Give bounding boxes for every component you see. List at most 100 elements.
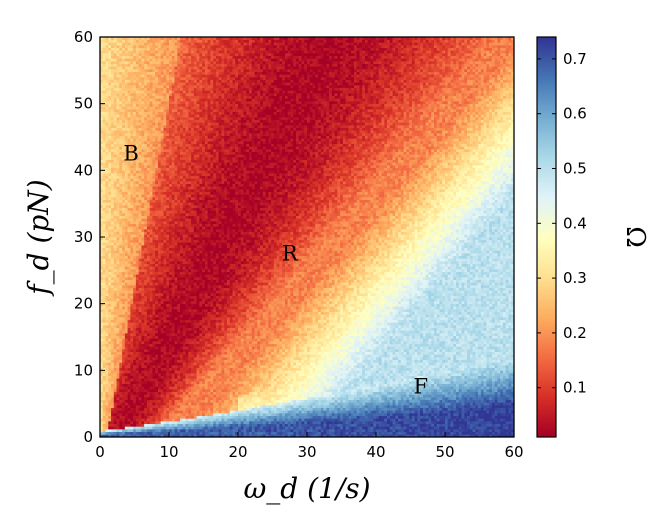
heatmap-cell bbox=[138, 319, 142, 323]
heatmap-cell bbox=[155, 434, 159, 438]
heatmap-cell bbox=[108, 234, 112, 238]
heatmap-cell bbox=[169, 343, 173, 347]
heatmap-cell bbox=[113, 215, 117, 219]
heatmap-cell bbox=[133, 346, 137, 350]
heatmap-cell bbox=[135, 181, 139, 185]
heatmap-cell bbox=[122, 213, 126, 217]
heatmap-cell bbox=[188, 386, 192, 390]
heatmap-cell bbox=[135, 341, 139, 345]
heatmap-cell bbox=[171, 389, 175, 393]
heatmap-cell bbox=[116, 295, 120, 299]
heatmap-cell bbox=[152, 429, 156, 433]
heatmap-cell bbox=[177, 309, 181, 313]
heatmap-cell bbox=[122, 410, 126, 414]
heatmap-cell bbox=[135, 383, 139, 387]
heatmap-cell bbox=[185, 194, 189, 198]
heatmap-cell bbox=[105, 421, 109, 425]
heatmap-cell bbox=[111, 42, 115, 46]
heatmap-cell bbox=[116, 191, 120, 195]
heatmap-cell bbox=[185, 397, 189, 401]
heatmap-cell bbox=[174, 159, 178, 163]
heatmap-cell bbox=[149, 402, 153, 406]
heatmap-cell bbox=[111, 405, 115, 409]
heatmap-cell bbox=[108, 111, 112, 115]
heatmap-cell bbox=[160, 205, 164, 209]
heatmap-cell bbox=[133, 79, 137, 83]
heatmap-cell bbox=[124, 178, 128, 182]
heatmap-cell bbox=[155, 125, 159, 129]
heatmap-cell bbox=[152, 322, 156, 326]
heatmap-cell bbox=[157, 167, 162, 171]
heatmap-cell bbox=[163, 247, 167, 251]
heatmap-cell bbox=[177, 205, 181, 209]
heatmap-cell bbox=[177, 127, 181, 131]
heatmap-cell bbox=[100, 165, 104, 169]
heatmap-cell bbox=[116, 298, 120, 302]
heatmap-cell bbox=[169, 325, 173, 329]
heatmap-cell bbox=[169, 293, 173, 297]
heatmap-cell bbox=[185, 79, 189, 83]
heatmap-cell bbox=[119, 122, 123, 126]
heatmap-cell bbox=[163, 314, 167, 318]
heatmap-cell bbox=[180, 391, 184, 395]
heatmap-cell bbox=[152, 325, 156, 329]
heatmap-cell bbox=[152, 231, 156, 235]
heatmap-cell bbox=[174, 141, 178, 145]
heatmap-cell bbox=[124, 151, 128, 155]
heatmap-cell bbox=[133, 426, 137, 430]
heatmap-cell bbox=[141, 258, 145, 262]
heatmap-cell bbox=[102, 357, 106, 361]
heatmap-cell bbox=[169, 282, 173, 286]
heatmap-cell bbox=[100, 170, 104, 174]
heatmap-cell bbox=[149, 271, 153, 275]
heatmap-cell bbox=[149, 242, 153, 246]
heatmap-cell bbox=[174, 271, 178, 275]
heatmap-cell bbox=[116, 37, 120, 41]
heatmap-cell bbox=[138, 362, 142, 366]
heatmap-cell bbox=[188, 205, 192, 209]
heatmap-cell bbox=[105, 274, 109, 278]
heatmap-cell bbox=[138, 87, 142, 91]
heatmap-cell bbox=[100, 138, 104, 142]
heatmap-cell bbox=[188, 58, 192, 62]
heatmap-cell bbox=[174, 407, 178, 411]
heatmap-cell bbox=[185, 389, 189, 393]
heatmap-cell bbox=[130, 226, 134, 230]
heatmap-cell bbox=[177, 423, 181, 427]
heatmap-cell bbox=[157, 343, 162, 347]
heatmap-cell bbox=[141, 242, 145, 246]
heatmap-cell bbox=[185, 82, 189, 86]
heatmap-cell bbox=[102, 426, 106, 430]
heatmap-cell bbox=[180, 279, 184, 283]
heatmap-cell bbox=[177, 138, 181, 142]
heatmap-cell bbox=[166, 426, 170, 430]
heatmap-cell bbox=[166, 205, 170, 209]
heatmap-cell bbox=[130, 90, 134, 94]
heatmap-cell bbox=[180, 431, 184, 435]
heatmap-cell bbox=[185, 359, 189, 363]
heatmap-cell bbox=[102, 95, 106, 99]
heatmap-cell bbox=[130, 66, 134, 70]
heatmap-cell bbox=[130, 349, 134, 353]
heatmap-cell bbox=[174, 298, 178, 302]
heatmap-cell bbox=[138, 69, 142, 73]
heatmap-cell bbox=[111, 162, 115, 166]
heatmap-cell bbox=[138, 386, 142, 390]
heatmap-cell bbox=[102, 319, 106, 323]
heatmap-cell bbox=[163, 183, 167, 187]
heatmap-cell bbox=[111, 263, 115, 267]
heatmap-cell bbox=[171, 77, 175, 81]
heatmap-cell bbox=[146, 127, 151, 131]
heatmap-cell bbox=[113, 199, 117, 203]
heatmap-cell bbox=[122, 418, 126, 422]
heatmap-cell bbox=[105, 327, 109, 331]
heatmap-cell bbox=[138, 197, 142, 201]
heatmap-cell bbox=[102, 181, 106, 185]
heatmap-cell bbox=[155, 194, 159, 198]
heatmap-cell bbox=[135, 133, 139, 137]
heatmap-cell bbox=[111, 159, 115, 163]
heatmap-cell bbox=[152, 250, 156, 254]
heatmap-cell bbox=[146, 95, 151, 99]
heatmap-cell bbox=[122, 319, 126, 323]
